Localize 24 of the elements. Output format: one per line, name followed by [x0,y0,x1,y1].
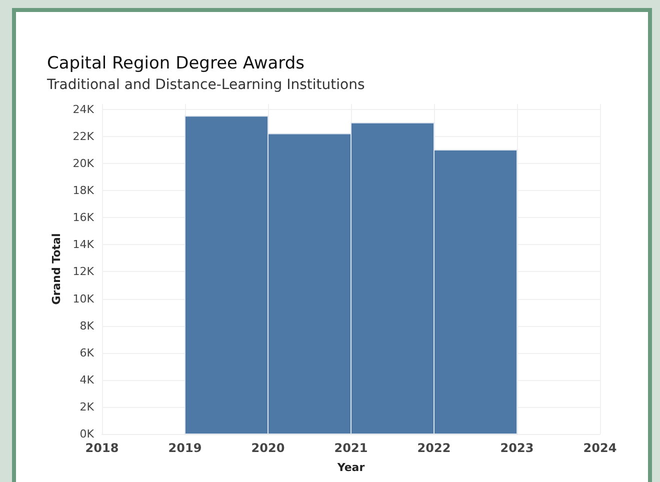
y-tick-label: 8K [80,319,95,332]
y-tick-label: 0K [80,428,95,440]
y-tick-label: 20K [72,157,95,170]
y-tick-label: 22K [72,130,95,143]
y-tick-label: 14K [72,238,95,252]
x-tick-label: 2022 [417,441,451,455]
y-tick-label: 6K [80,346,95,360]
y-tick-label: 2K [80,400,95,414]
x-tick-label: 2023 [500,441,534,455]
x-tick-label: 2019 [168,441,202,455]
y-tick-label: 4K [80,373,95,386]
x-tick-label: 2018 [85,441,119,455]
x-tick-label: 2024 [583,441,617,455]
y-tick-label: 12K [72,265,95,278]
y-tick-label: 24K [72,102,95,116]
y-tick-label: 18K [72,184,95,198]
chart-title: Capital Region Degree Awards [47,54,305,74]
x-axis-title: Year [336,461,366,474]
y-axis-title: Grand Total [50,233,63,305]
x-tick-label: 2021 [334,441,368,455]
y-tick-label: 10K [72,292,95,306]
x-tick-label: 2020 [251,441,285,455]
chart-subtitle: Traditional and Distance-Learning Institutions [46,77,365,93]
y-tick-label: 16K [72,211,95,224]
